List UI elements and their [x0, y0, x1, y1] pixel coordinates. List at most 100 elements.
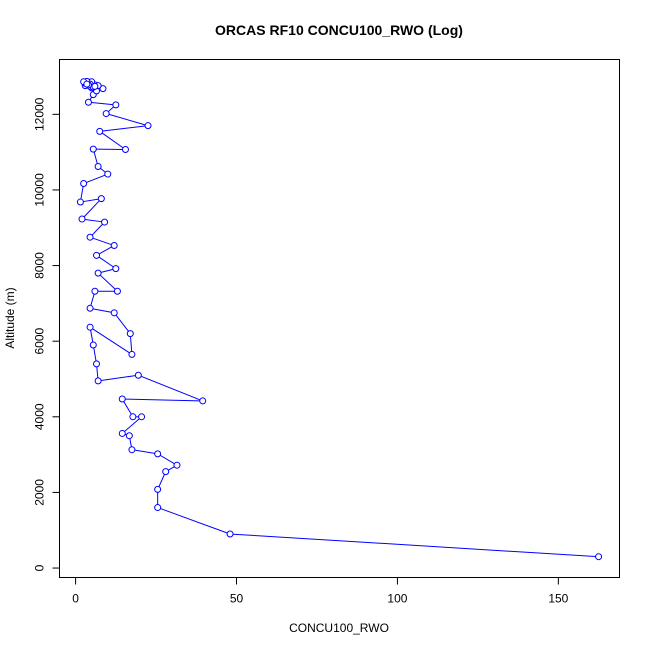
data-point — [173, 461, 181, 469]
series-line-segment — [123, 401, 132, 415]
series-line-segment — [129, 438, 132, 447]
series-line-segment — [92, 237, 112, 246]
data-point — [154, 504, 162, 512]
data-point — [128, 446, 136, 454]
data-point — [83, 80, 91, 88]
data-point — [118, 395, 126, 403]
y-tick-label: 0 — [33, 564, 47, 571]
series-line-segment — [125, 398, 200, 402]
series-line-segment — [91, 102, 113, 106]
data-point — [86, 323, 94, 331]
y-tick-label: 8000 — [33, 252, 47, 279]
data-point — [97, 195, 105, 203]
x-axis: 0 50 100 150 — [72, 577, 569, 606]
data-point — [94, 377, 102, 385]
data-point — [91, 287, 99, 295]
data-point — [76, 198, 84, 206]
data-point — [89, 341, 97, 349]
data-point — [89, 145, 97, 153]
series-line-segment — [108, 113, 146, 126]
data-point — [78, 215, 86, 223]
series-line-segment — [98, 256, 114, 268]
data-point — [154, 450, 162, 458]
series-line-segment — [84, 218, 102, 223]
series-line-segment — [140, 375, 201, 401]
x-tick-label: 0 — [72, 592, 79, 606]
y-tick-label: 2000 — [33, 479, 47, 506]
series-line-segment — [96, 366, 99, 378]
data-point — [112, 265, 120, 273]
series-line-segment — [115, 314, 129, 332]
x-axis-label: CONCU100_RWO — [289, 621, 389, 635]
series-line-segment — [158, 474, 165, 487]
data-point — [112, 101, 120, 109]
data-point — [129, 413, 137, 421]
data-point — [226, 530, 234, 538]
data-point — [595, 553, 603, 561]
series-line-segment — [83, 198, 99, 203]
series-line-segment — [101, 375, 136, 381]
data-point — [138, 413, 146, 421]
data-point — [96, 127, 104, 135]
series-line-segment — [91, 223, 103, 236]
series-line-segment — [100, 268, 114, 273]
series-line-segment — [159, 454, 175, 465]
data-series — [76, 77, 603, 561]
data-point — [86, 304, 94, 312]
data-point — [102, 110, 110, 118]
series-line-segment — [168, 466, 175, 471]
data-point — [134, 371, 142, 379]
data-point — [80, 180, 88, 188]
data-point — [118, 429, 126, 437]
chart-title: ORCAS RF10 CONCU100_RWO (Log) — [215, 22, 463, 38]
series-line-segment — [99, 274, 116, 290]
series-line-segment — [102, 125, 146, 132]
y-tick-label: 6000 — [33, 328, 47, 355]
series-line-segment — [92, 308, 112, 313]
y-tick-label: 10000 — [33, 173, 47, 207]
data-point — [84, 98, 92, 106]
y-tick-label: 12000 — [33, 97, 47, 131]
data-point — [121, 145, 129, 153]
x-tick-label: 150 — [548, 592, 568, 606]
data-point — [126, 330, 134, 338]
data-point — [91, 82, 99, 90]
data-point — [113, 287, 121, 295]
data-point — [125, 432, 133, 440]
series-line-segment — [100, 167, 106, 173]
x-tick-label: 50 — [230, 592, 244, 606]
data-point — [104, 170, 112, 178]
data-point — [99, 85, 107, 93]
series-line-segment — [130, 336, 133, 352]
data-point — [110, 242, 118, 250]
plot-frame — [59, 59, 620, 578]
series-line-segment — [90, 330, 94, 343]
y-axis-label: Altitude (m) — [3, 287, 17, 348]
series-line-segment — [92, 328, 130, 354]
data-point — [93, 251, 101, 259]
data-point — [154, 485, 162, 493]
data-point — [93, 360, 101, 368]
y-tick-label: 4000 — [33, 403, 47, 430]
series-line-segment — [134, 449, 155, 454]
data-point — [128, 350, 136, 358]
series-line-segment — [90, 294, 95, 306]
data-point — [144, 122, 152, 130]
series-line-segment — [101, 132, 124, 149]
series-line-segment — [93, 151, 98, 164]
series-line-segment — [80, 186, 84, 200]
data-point — [110, 309, 118, 317]
data-point — [101, 218, 109, 226]
series-line-segment — [83, 200, 100, 218]
series-line-segment — [93, 347, 97, 361]
x-tick-label: 100 — [387, 592, 407, 606]
series-line-segment — [98, 246, 112, 255]
y-axis: 0 2000 4000 6000 8000 10000 12000 — [33, 97, 60, 571]
data-point — [94, 163, 102, 171]
data-point — [162, 468, 170, 476]
series-line-segment — [124, 418, 140, 432]
data-point — [94, 269, 102, 277]
series-line-segment — [108, 106, 114, 112]
data-point — [86, 233, 94, 241]
